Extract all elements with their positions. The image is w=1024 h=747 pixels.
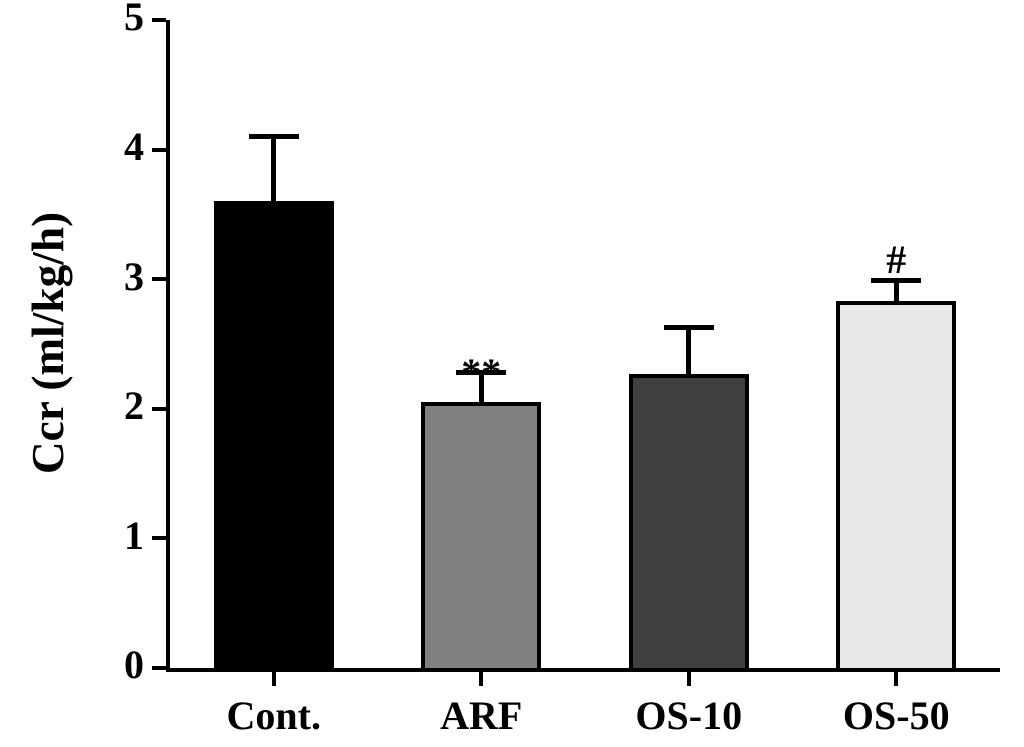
y-axis-title: Ccr (ml/kg/h) <box>22 143 74 543</box>
bar <box>421 402 541 668</box>
y-tick-label: 0 <box>124 641 144 688</box>
error-bar-cap <box>249 134 299 139</box>
x-category-label: Cont. <box>170 692 378 739</box>
error-bar <box>686 327 691 374</box>
x-category-label: ARF <box>378 692 586 739</box>
y-tick <box>152 148 166 152</box>
x-axis-line <box>166 668 1000 672</box>
significance-annotation: # <box>836 236 956 283</box>
y-axis-line <box>166 20 170 672</box>
significance-annotation: ** <box>421 349 541 396</box>
x-category-label: OS-10 <box>585 692 793 739</box>
y-tick-label: 2 <box>124 382 144 429</box>
x-tick <box>479 672 483 686</box>
bar <box>629 374 749 668</box>
y-tick <box>152 18 166 22</box>
error-bar-cap <box>664 325 714 330</box>
error-bar <box>894 280 899 301</box>
x-tick <box>687 672 691 686</box>
figure: Ccr (ml/kg/h) 0 1 2 3 4 5 Cont.ARF ** OS-10OS-50… <box>0 0 1024 747</box>
y-tick <box>152 277 166 281</box>
y-tick-label: 4 <box>124 123 144 170</box>
bar <box>214 201 334 668</box>
y-tick <box>152 536 166 540</box>
error-bar <box>271 137 276 202</box>
x-category-label: OS-50 <box>793 692 1001 739</box>
x-tick <box>272 672 276 686</box>
y-tick <box>152 666 166 670</box>
y-tick <box>152 407 166 411</box>
y-tick-label: 3 <box>124 253 144 300</box>
y-tick-label: 5 <box>124 0 144 40</box>
x-tick <box>894 672 898 686</box>
y-tick-label: 1 <box>124 512 144 559</box>
bar <box>836 301 956 668</box>
